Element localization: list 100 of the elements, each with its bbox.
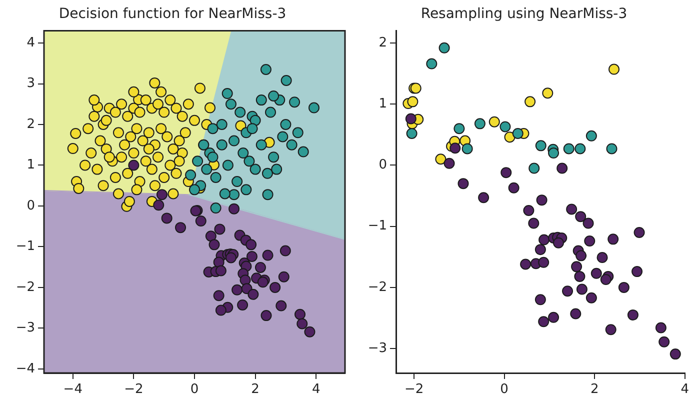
point — [208, 239, 220, 250]
point — [474, 118, 486, 130]
point — [536, 194, 548, 206]
point — [260, 64, 272, 75]
point — [538, 234, 550, 246]
point — [292, 127, 304, 138]
point — [500, 121, 511, 132]
point — [586, 130, 597, 142]
point — [265, 106, 276, 118]
point — [271, 164, 282, 175]
point — [210, 202, 222, 214]
point — [234, 106, 246, 118]
point — [156, 189, 168, 200]
point — [520, 258, 532, 270]
point — [277, 131, 288, 142]
y-tick-label: 4 — [26, 35, 35, 50]
y-tick-label: −1 — [16, 239, 35, 254]
y-tick-label: −2 — [368, 280, 387, 295]
x-tick-label: −2 — [124, 382, 144, 398]
point — [256, 139, 267, 150]
point — [407, 96, 418, 108]
y-tick-label: 1 — [26, 158, 35, 173]
x-tick-label: 2 — [251, 382, 260, 398]
x-tick-label: 4 — [680, 382, 690, 398]
point — [563, 143, 574, 154]
point — [556, 162, 568, 174]
point — [262, 250, 274, 261]
chart-title: Resampling using NearMiss-3 — [420, 6, 628, 22]
y-tick-label: −3 — [16, 320, 35, 336]
point — [256, 94, 267, 106]
point — [175, 222, 186, 234]
x-tick-label: 4 — [312, 382, 320, 398]
point — [153, 200, 164, 211]
point — [535, 140, 546, 152]
point — [584, 236, 596, 247]
point — [618, 282, 630, 293]
point — [488, 116, 500, 128]
point — [606, 143, 618, 154]
point — [195, 216, 206, 227]
point — [538, 316, 550, 328]
point — [632, 266, 643, 278]
point — [542, 88, 554, 99]
point — [205, 230, 216, 242]
x-tick-label: 0 — [500, 382, 508, 398]
point — [296, 318, 308, 330]
point — [458, 178, 469, 190]
point — [280, 75, 292, 86]
y-tick-label: 0 — [26, 198, 35, 214]
point — [298, 146, 309, 158]
point — [574, 143, 586, 154]
y-tick-label: 1 — [378, 96, 387, 112]
point — [207, 123, 218, 134]
point — [228, 203, 240, 214]
x-tick-label: 0 — [190, 382, 199, 398]
point — [600, 274, 612, 286]
point — [570, 308, 582, 320]
point — [406, 128, 418, 139]
point — [225, 98, 236, 110]
point — [246, 123, 258, 134]
point — [534, 244, 546, 256]
point — [523, 204, 534, 216]
point — [128, 160, 140, 171]
point — [444, 158, 455, 169]
y-tick-label: −3 — [368, 340, 387, 356]
point — [294, 308, 306, 320]
point — [504, 132, 516, 143]
point — [201, 164, 212, 175]
point — [590, 268, 602, 279]
point — [286, 139, 298, 150]
y-tick-label: 0 — [378, 158, 387, 173]
point — [627, 309, 638, 320]
point — [655, 322, 666, 334]
point — [161, 212, 172, 224]
y-tick-label: 2 — [26, 116, 35, 132]
point — [222, 160, 234, 171]
point — [605, 324, 616, 336]
point — [244, 156, 255, 167]
point — [228, 189, 240, 200]
point — [210, 172, 222, 183]
point — [575, 211, 586, 222]
point — [576, 284, 588, 295]
point — [574, 270, 586, 282]
point — [586, 292, 597, 304]
y-tick-label: −1 — [368, 218, 387, 234]
point — [450, 142, 461, 154]
point — [268, 152, 280, 163]
point — [278, 271, 290, 282]
chart-title: Decision function for NearMiss-3 — [58, 6, 286, 22]
point — [548, 148, 560, 159]
x-tick-label: −2 — [404, 382, 424, 398]
point — [405, 113, 416, 124]
point — [213, 290, 224, 302]
point — [608, 234, 619, 245]
point — [280, 119, 292, 130]
point — [571, 261, 582, 272]
x-tick-label: −4 — [63, 382, 82, 398]
point — [254, 262, 266, 273]
point — [216, 139, 228, 150]
point — [596, 252, 608, 264]
point — [508, 182, 520, 194]
